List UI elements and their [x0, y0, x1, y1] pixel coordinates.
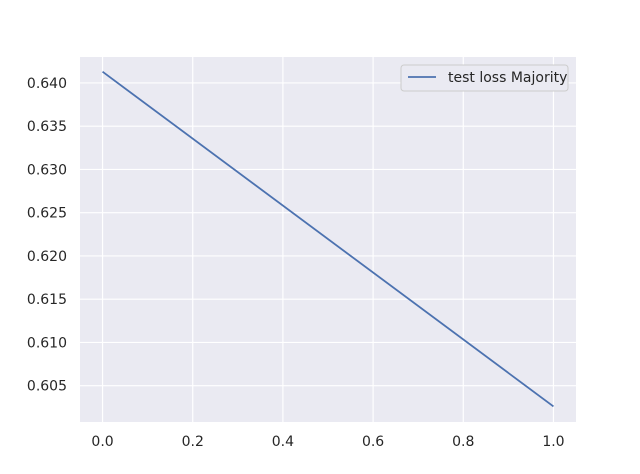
x-tick-label: 0.0 [91, 434, 113, 450]
legend-label: test loss Majority [448, 70, 567, 86]
y-tick-label: 0.605 [27, 379, 67, 395]
x-tick-label: 0.8 [452, 434, 474, 450]
y-tick-label: 0.620 [27, 249, 67, 265]
legend-box [400, 64, 569, 92]
y-tick-label: 0.610 [27, 335, 67, 351]
x-tick-label: 1.0 [542, 434, 564, 450]
x-tick-label: 0.4 [272, 434, 294, 450]
x-axis: 0.0 0.2 0.4 0.6 0.8 1.0 [91, 434, 564, 450]
x-tick-label: 0.6 [362, 434, 384, 450]
series-layer [102, 70, 554, 408]
x-tick-label: 0.2 [182, 434, 204, 450]
y-tick-label: 0.640 [27, 76, 67, 92]
y-axis: 0.605 0.610 0.615 0.620 0.625 0.630 0.635 0.640 [27, 76, 67, 395]
grid [80, 57, 576, 422]
y-tick-label: 0.625 [27, 206, 67, 222]
y-tick-label: 0.615 [27, 292, 67, 308]
series-line [102, 70, 554, 408]
legend: test loss Majority [400, 64, 569, 92]
y-tick-label: 0.630 [27, 162, 67, 178]
y-tick-label: 0.635 [27, 119, 67, 135]
